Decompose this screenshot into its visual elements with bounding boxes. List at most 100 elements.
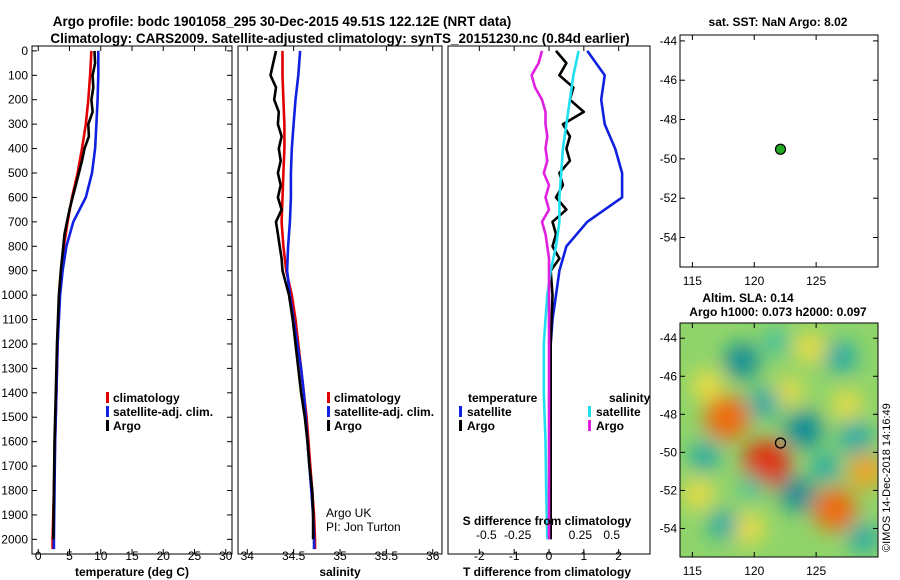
depth-tick-label: 1400 — [1, 386, 28, 400]
depth-tick-label: 500 — [8, 166, 28, 180]
map-y-tick-label: -46 — [660, 369, 678, 383]
imos-credit: ©IMOS 14-Dec-2018 14:16:49 — [881, 403, 893, 552]
x-tick-label: -2 — [474, 549, 485, 563]
difference-legend-salinity: salinity satellite Argo — [588, 391, 651, 433]
x-tick-label: 30 — [219, 549, 233, 563]
salinity-series — [269, 50, 317, 550]
sla-anomaly-blob — [848, 453, 878, 489]
depth-tick-label: 800 — [8, 239, 28, 253]
s-difference-xlabel: S difference from climatology — [463, 514, 632, 528]
depth-tick-label: 1100 — [2, 313, 28, 327]
map-y-tick-label: -52 — [660, 483, 678, 497]
sla-anomaly-blob — [847, 522, 878, 554]
map-y-tick-label: -54 — [660, 521, 678, 535]
depth-tick-label: 1800 — [1, 484, 28, 498]
altimetry-map-frame — [679, 322, 879, 558]
x-tick-label: 1 — [580, 549, 587, 563]
x-tick-label: -1 — [509, 549, 520, 563]
map-y-tick-label: -50 — [660, 152, 678, 166]
depth-tick-label: 1600 — [1, 435, 28, 449]
map-x-tick-label: 125 — [806, 564, 826, 578]
salinity-x-axis: 34 34.5 35 35.5 36 — [241, 46, 440, 563]
sla-anomaly-blob — [779, 476, 816, 512]
x-tick-label: 2 — [615, 549, 622, 563]
sst-map-axes: 115 120 125 -44 -46 -48 -50 -52 -54 — [660, 34, 878, 288]
sla-anomaly-blob — [683, 479, 714, 510]
depth-tick-label: 0 — [21, 44, 28, 58]
map-x-tick-label: 120 — [744, 564, 764, 578]
x-tick-label: 10 — [94, 549, 108, 563]
legend-argo-label: Argo — [334, 419, 362, 433]
legend-salinity-title: salinity — [609, 391, 651, 405]
sla-anomaly-blob — [704, 395, 750, 441]
sst-map-title: sat. SST: NaN Argo: 8.02 — [709, 15, 848, 29]
legend-argo-swatch — [327, 420, 330, 431]
depth-tick-label: 1900 — [1, 508, 28, 522]
legend-t-argo-label: Argo — [467, 419, 495, 433]
depth-tick-label: 400 — [8, 142, 28, 156]
depth-tick-label: 2000 — [1, 532, 28, 546]
map-y-tick-label: -52 — [660, 191, 678, 205]
legend-argo-swatch — [106, 420, 109, 431]
legend-t-satellite-label: satellite — [467, 405, 512, 419]
temperature-xlabel: temperature (deg C) — [75, 565, 189, 579]
sla-anomaly-blob — [824, 341, 857, 374]
difference-panel: -2 -1 0 1 2 -0.5 -0.25 0 0.25 0.5 T difference f… — [447, 45, 651, 579]
sst-map-points — [774, 143, 787, 155]
x-tick-label: 5 — [66, 549, 73, 563]
sla-anomaly-blob — [784, 410, 823, 449]
sla-anomaly-blob — [689, 440, 720, 472]
depth-tick-label: 900 — [8, 264, 28, 278]
map-y-tick-label: -50 — [660, 445, 678, 459]
depth-tick-label: 100 — [8, 68, 28, 82]
s-x-tick-label: 0.25 — [569, 528, 593, 542]
map-x-tick-label: 115 — [683, 564, 702, 578]
salinity-panel: 34 34.5 35 35.5 36 salinity climatology sate… — [237, 45, 443, 579]
altimetry-title-line2: Argo h1000: 0.073 h2000: 0.097 — [689, 305, 867, 319]
temperature-panel: 0100200300400500600700800900100011001200… — [1, 44, 650, 579]
x-tick-label: 35.5 — [375, 549, 399, 563]
x-tick-label: 0 — [546, 549, 553, 563]
sla-anomaly-blob — [692, 370, 723, 401]
difference-legend-temperature: temperature satellite Argo — [459, 391, 538, 433]
map-y-tick-label: -46 — [660, 73, 678, 87]
sla-anomaly-blob — [708, 509, 739, 540]
x-tick-label: 25 — [188, 549, 202, 563]
sla-anomaly-blob — [732, 512, 765, 545]
difference-series — [530, 50, 624, 540]
altimetry-anomaly-field — [683, 328, 878, 554]
salinity-legend: climatology satellite-adj. clim. Argo — [327, 391, 434, 433]
legend-climatology-swatch — [327, 392, 330, 403]
sla-anomaly-blob — [794, 332, 826, 363]
legend-satellite-label: satellite-adj. clim. — [113, 405, 213, 419]
sla-anomaly-blob — [832, 390, 862, 420]
depth-tick-label: 700 — [8, 215, 28, 229]
map-y-tick-label: -48 — [660, 407, 678, 421]
salinity-axes-frame — [237, 45, 443, 555]
map-y-tick-label: -44 — [660, 34, 678, 48]
legend-climatology-label: climatology — [334, 391, 401, 405]
map-x-tick-label: 115 — [683, 274, 702, 288]
s-x-tick-label: -0.25 — [504, 528, 532, 542]
x-tick-label: 15 — [125, 549, 139, 563]
t-difference-x-axis: -2 -1 0 1 2 — [474, 46, 622, 563]
sla-anomaly-blob — [775, 377, 803, 406]
altimetry-heatmap — [680, 323, 878, 557]
t-difference-xlabel: T difference from climatology — [463, 565, 631, 579]
depth-tick-label: 1700 — [1, 459, 28, 473]
sla-anomaly-blob — [813, 487, 857, 532]
sst-map-panel: sat. SST: NaN Argo: 8.02 115 120 125 -44 -46… — [660, 15, 879, 288]
series-salinity-satellite — [542, 50, 580, 540]
map-y-tick-label: -54 — [660, 231, 678, 245]
temperature-legend: climatology satellite-adj. clim. Argo — [106, 391, 213, 433]
series-salinity-argo — [530, 50, 551, 540]
series-argo — [52, 50, 97, 540]
figure-title-line1: Argo profile: bodc 1901058_295 30-Dec-20… — [53, 14, 511, 29]
depth-tick-label: 1500 — [1, 410, 28, 424]
legend-argo-label: Argo — [113, 419, 141, 433]
legend-t-satellite-swatch — [459, 406, 462, 417]
figure-title-line2: Climatology: CARS2009. Satellite-adjuste… — [50, 31, 629, 46]
legend-s-argo-label: Argo — [596, 419, 624, 433]
altimetry-map-axes: 115 120 125 -44 -46 -48 -50 -52 -54 — [660, 323, 878, 578]
legend-satellite-label: satellite-adj. clim. — [334, 405, 434, 419]
